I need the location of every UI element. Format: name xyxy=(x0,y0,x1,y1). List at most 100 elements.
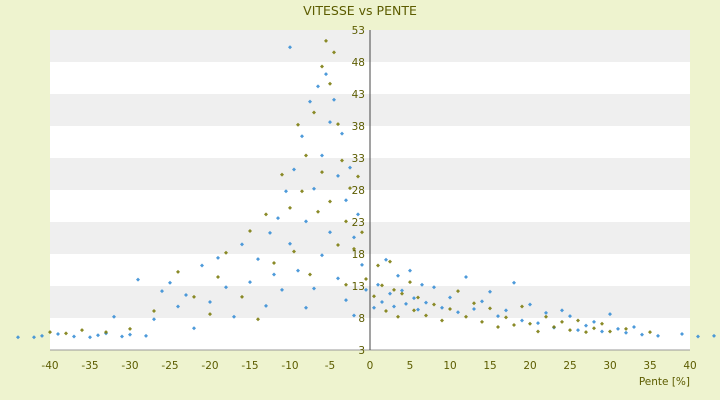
data-point xyxy=(404,301,408,306)
data-point xyxy=(308,99,312,104)
data-point xyxy=(396,314,400,319)
data-point xyxy=(448,307,452,312)
data-point xyxy=(344,219,348,224)
y-tick-label: 53 xyxy=(352,25,365,37)
data-point xyxy=(232,314,236,319)
data-point xyxy=(312,286,316,291)
data-point xyxy=(504,315,508,320)
data-point xyxy=(304,305,308,310)
data-point xyxy=(432,285,436,290)
chart-title: VITESSE vs PENTE xyxy=(303,3,417,18)
data-point xyxy=(520,304,524,309)
x-tick-label: 25 xyxy=(563,360,576,372)
data-point xyxy=(340,158,344,163)
data-point xyxy=(284,189,288,194)
data-point xyxy=(64,331,68,336)
x-tick-label: 10 xyxy=(443,360,456,372)
data-point xyxy=(364,287,368,292)
data-point xyxy=(280,287,284,292)
axes xyxy=(50,30,690,351)
data-point xyxy=(256,317,260,322)
data-point xyxy=(560,308,564,313)
data-point xyxy=(624,326,628,331)
data-point xyxy=(328,81,332,86)
x-tick-label: -40 xyxy=(41,360,58,372)
data-point xyxy=(592,319,596,324)
data-point xyxy=(384,257,388,262)
y-tick-label: 48 xyxy=(352,57,365,69)
data-point xyxy=(380,300,384,304)
data-point xyxy=(288,205,292,210)
y-tick-label: 18 xyxy=(352,249,365,261)
data-point xyxy=(488,306,492,311)
data-point xyxy=(584,330,588,335)
data-point xyxy=(324,38,328,43)
data-point xyxy=(488,289,492,294)
data-point xyxy=(344,282,348,287)
data-point xyxy=(128,332,132,337)
data-point xyxy=(248,228,252,233)
data-point xyxy=(184,292,188,297)
data-point xyxy=(192,326,196,331)
data-point xyxy=(624,330,628,335)
data-point xyxy=(328,120,332,125)
data-point xyxy=(480,299,484,304)
data-point xyxy=(144,333,148,338)
data-point xyxy=(380,283,384,288)
data-point xyxy=(456,310,460,315)
x-tick-label: -5 xyxy=(325,360,335,372)
data-point xyxy=(176,304,180,309)
data-point xyxy=(104,330,108,335)
data-point xyxy=(544,314,548,319)
data-point xyxy=(576,318,580,323)
data-point xyxy=(372,294,376,299)
data-point xyxy=(364,276,368,281)
data-point xyxy=(300,134,304,139)
data-point xyxy=(360,230,364,235)
data-point xyxy=(208,300,212,304)
data-point xyxy=(408,280,412,285)
data-point xyxy=(464,314,468,319)
data-point xyxy=(80,328,84,333)
data-point xyxy=(352,246,356,251)
data-point xyxy=(288,241,292,246)
data-point xyxy=(304,219,308,224)
data-point xyxy=(40,333,44,338)
data-point xyxy=(340,131,344,136)
data-point xyxy=(160,289,164,294)
data-point xyxy=(336,276,340,281)
x-tick-label: -30 xyxy=(121,360,138,372)
data-point xyxy=(600,321,604,326)
y-tick-label: 13 xyxy=(352,281,365,293)
x-tick-label: 35 xyxy=(643,360,656,372)
data-point xyxy=(592,326,596,331)
data-point xyxy=(712,333,716,338)
data-point xyxy=(336,122,340,127)
data-point xyxy=(112,314,116,319)
data-point xyxy=(240,242,244,247)
data-point xyxy=(320,64,324,69)
y-tick-label: 28 xyxy=(352,185,365,197)
data-point xyxy=(472,307,476,312)
data-point xyxy=(448,295,452,300)
data-point xyxy=(608,312,612,317)
y-tick-label: 43 xyxy=(352,89,365,101)
data-point xyxy=(96,333,100,338)
data-point xyxy=(352,313,356,318)
data-point xyxy=(280,172,284,177)
data-point xyxy=(656,333,660,338)
data-point xyxy=(536,321,540,326)
data-point xyxy=(544,310,548,315)
data-point xyxy=(248,280,252,285)
data-point xyxy=(32,335,36,340)
data-point xyxy=(328,199,332,204)
data-point xyxy=(336,243,340,248)
data-point xyxy=(272,260,276,265)
data-point xyxy=(332,97,336,102)
data-point xyxy=(264,303,268,308)
data-point xyxy=(440,318,444,323)
data-point xyxy=(56,332,60,336)
data-point xyxy=(344,198,348,203)
